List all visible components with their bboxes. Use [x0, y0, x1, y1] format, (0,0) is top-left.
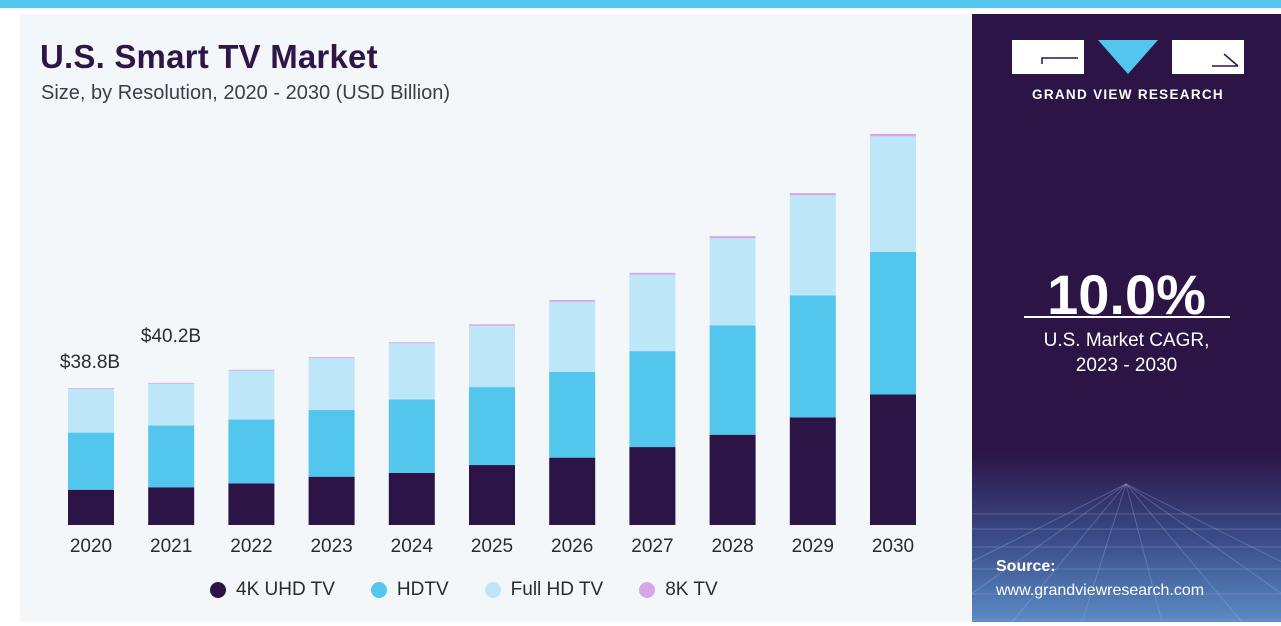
bar-2024-hdtv — [388, 399, 435, 473]
legend-item-8k: 8K TV — [639, 579, 718, 601]
bar-2029-4k-uhd-tv — [789, 417, 836, 525]
bar-2028-4k-uhd-tv — [709, 434, 756, 525]
legend-label-8k: 8K TV — [665, 579, 718, 600]
x-tick-label-2025: 2025 — [471, 536, 513, 557]
logo-left-block — [1012, 40, 1084, 74]
bar-2028-8k-tv — [709, 236, 756, 239]
bar-2024-8k-tv — [388, 342, 435, 344]
x-tick-label-2028: 2028 — [711, 536, 753, 557]
bar-2021-hdtv — [148, 425, 195, 488]
x-tick-label-2027: 2027 — [631, 536, 673, 557]
bar-2021-full-hd-tv — [148, 383, 195, 426]
x-tick-label-2030: 2030 — [872, 536, 914, 557]
logo-triangle — [1098, 40, 1158, 74]
x-tick-label-2024: 2024 — [391, 536, 434, 557]
source-url[interactable]: www.grandviewresearch.com — [996, 582, 1205, 599]
legend-label-hdtv: HDTV — [396, 579, 449, 600]
legend-label-4k-uhd: 4K UHD TV — [236, 579, 335, 600]
bar-2030-full-hd-tv — [870, 136, 916, 253]
x-tick-label-2029: 2029 — [792, 536, 834, 557]
bar-2021-8k-tv — [148, 382, 195, 384]
x-tick-label-2023: 2023 — [310, 536, 352, 557]
legend-item-4k-uhd: 4K UHD TV — [210, 579, 335, 601]
bar-2029-8k-tv — [789, 193, 836, 196]
bar-2026-4k-uhd-tv — [549, 457, 596, 525]
bar-2022-4k-uhd-tv — [228, 483, 275, 525]
data-label-2021: $40.2B — [141, 326, 201, 347]
logo-right-block — [1172, 40, 1244, 74]
bar-2028-full-hd-tv — [709, 238, 756, 326]
side-panel: GRAND VIEW RESEARCH 10.0% U.S. Market CA… — [972, 14, 1281, 622]
logo-graphic — [1012, 40, 1244, 100]
bar-2026-8k-tv — [549, 299, 596, 302]
bar-2026-full-hd-tv — [549, 301, 596, 372]
bar-2023-full-hd-tv — [308, 358, 355, 411]
bar-2028-hdtv — [709, 325, 756, 435]
legend-swatch-8k — [639, 582, 656, 598]
bar-2026-hdtv — [549, 371, 596, 458]
bar-2023-8k-tv — [308, 357, 355, 359]
logo-detail-lines — [1041, 53, 1239, 67]
bar-2020-full-hd-tv — [68, 388, 114, 433]
cagr-label: U.S. Market CAGR, 2023 - 2030 — [972, 328, 1281, 378]
top-accent-bar — [0, 0, 1281, 8]
chart-legend: 4K UHD TV HDTV Full HD TV 8K TV — [210, 577, 718, 603]
source-label: Source: — [996, 558, 1056, 575]
bar-2025-full-hd-tv — [469, 325, 515, 388]
legend-swatch-4k-uhd — [210, 582, 226, 598]
chart-subtitle: Size, by Resolution, 2020 - 2030 (USD Bi… — [41, 82, 451, 104]
cagr-divider — [1024, 316, 1230, 318]
bar-2027-4k-uhd-tv — [629, 447, 676, 525]
legend-label-full-hd: Full HD TV — [510, 579, 604, 600]
bar-2020-4k-uhd-tv — [68, 489, 114, 525]
bar-2022-full-hd-tv — [228, 370, 275, 420]
bar-2029-full-hd-tv — [789, 195, 836, 296]
logo-text: GRAND VIEW RESEARCH — [1032, 87, 1224, 102]
cagr-value: 10.0% — [1047, 263, 1206, 326]
bar-2024-4k-uhd-tv — [388, 472, 435, 525]
bar-2030-8k-tv — [870, 133, 916, 137]
bar-2030-4k-uhd-tv — [870, 394, 916, 525]
cagr-label-line-1: U.S. Market CAGR, — [1043, 330, 1210, 351]
x-tick-label-2022: 2022 — [230, 536, 272, 557]
legend-item-hdtv: HDTV — [370, 579, 449, 601]
chart-title: U.S. Smart TV Market — [40, 38, 378, 75]
bar-2025-8k-tv — [469, 324, 515, 326]
bar-2022-hdtv — [228, 419, 275, 484]
bar-2025-hdtv — [469, 387, 515, 466]
bar-2025-4k-uhd-tv — [469, 465, 515, 525]
bar-2027-full-hd-tv — [629, 274, 676, 352]
x-tick-label-2021: 2021 — [150, 536, 192, 557]
bar-2029-hdtv — [789, 295, 836, 418]
side-panel-grid-graphic — [972, 14, 1281, 622]
legend-item-full-hd: Full HD TV — [484, 579, 604, 601]
bar-2020-8k-tv — [68, 388, 114, 389]
legend-swatch-full-hd — [484, 582, 501, 598]
x-tick-label-2020: 2020 — [70, 536, 112, 557]
legend-swatch-hdtv — [370, 582, 387, 598]
bar-2027-hdtv — [629, 351, 676, 448]
bar-2023-4k-uhd-tv — [308, 476, 355, 525]
x-tick-label-2026: 2026 — [551, 536, 593, 557]
bar-2030-hdtv — [870, 252, 916, 395]
cagr-label-line-2: 2023 - 2030 — [1075, 355, 1178, 376]
bar-2027-8k-tv — [629, 272, 676, 275]
bar-2024-full-hd-tv — [388, 343, 435, 400]
bar-2023-hdtv — [308, 410, 355, 477]
bar-2022-8k-tv — [228, 369, 275, 371]
bar-2020-hdtv — [68, 432, 114, 490]
bar-2021-4k-uhd-tv — [148, 487, 195, 525]
bar-chart: 2020 2021 2022 2023 2024 2025 2026 2027 2028 2029… — [60, 133, 916, 557]
data-label-2020: $38.8B — [60, 352, 120, 373]
